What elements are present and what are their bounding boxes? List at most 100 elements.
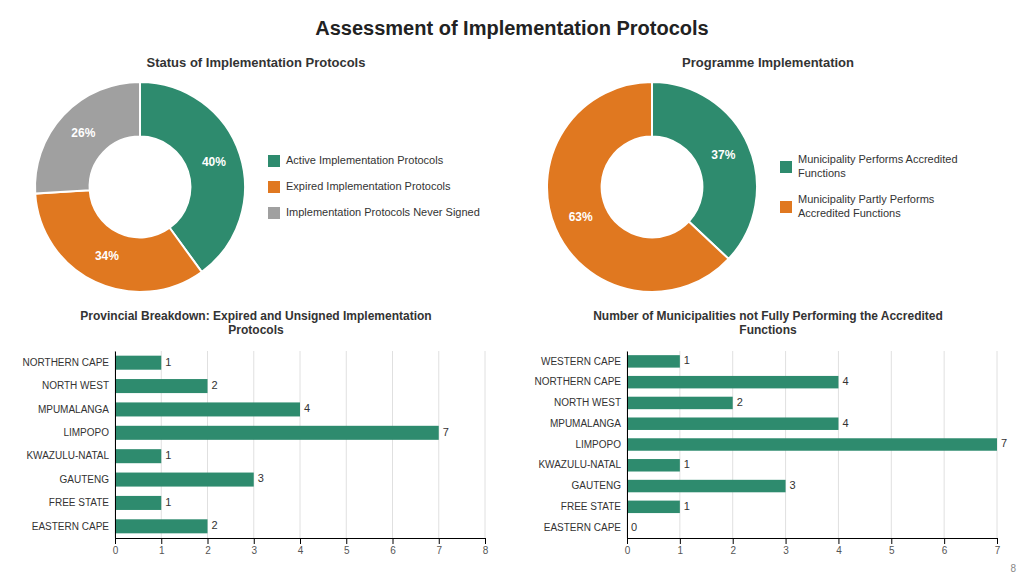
chart-title: Programme Implementation — [682, 55, 854, 70]
data-label: 3 — [790, 479, 796, 491]
tick-mark — [300, 538, 301, 544]
pie-slices — [35, 82, 245, 292]
tick-mark — [891, 538, 892, 544]
tick-label: MPUMALANGA — [550, 418, 621, 429]
bar — [115, 496, 161, 510]
tick-label: 7 — [995, 545, 1001, 556]
tick-label: 8 — [483, 545, 489, 556]
tick-label: KWAZULU-NATAL — [26, 450, 109, 461]
tick: 3 — [251, 538, 257, 556]
tick: 8 — [483, 538, 489, 556]
tick: LIMPOPO — [63, 427, 109, 438]
tick-label: 2 — [205, 545, 211, 556]
grid-line — [392, 351, 393, 538]
tick: EASTERN CAPE — [32, 521, 110, 532]
data-label: 4 — [304, 402, 310, 414]
tick-label: WESTERN CAPE — [541, 356, 621, 367]
legend-swatch — [268, 181, 280, 193]
data-label: 1 — [684, 500, 690, 512]
legend-swatch — [780, 161, 792, 173]
tick: WESTERN CAPE — [541, 356, 621, 367]
data-label: 26% — [71, 126, 95, 140]
tick-mark — [485, 538, 486, 544]
legend-swatch — [268, 207, 280, 219]
bar — [115, 356, 161, 370]
tick: 5 — [889, 538, 895, 556]
tick: NORTH WEST — [554, 397, 621, 408]
page-title: Assessment of Implementation Protocols — [315, 17, 708, 39]
grid-line — [253, 351, 254, 538]
chart-title: Number of Municipalities not Fully Perfo… — [593, 309, 943, 337]
data-labels: 40%34%26% — [71, 126, 226, 263]
data-label: 7 — [1001, 437, 1007, 449]
legend: Municipality Performs AccreditedFunction… — [780, 153, 958, 219]
value-axis: 01234567 — [625, 538, 1001, 556]
bar — [115, 519, 208, 533]
tick: NORTHERN CAPE — [535, 376, 622, 387]
tick-label: 3 — [783, 545, 789, 556]
axis-line — [628, 539, 998, 545]
bar — [627, 480, 786, 492]
bar — [627, 417, 838, 429]
tick-label: 7 — [436, 545, 442, 556]
data-label: 4 — [842, 417, 848, 429]
data-labels: 21317421 — [165, 356, 449, 532]
tick-mark — [944, 538, 945, 544]
data-labels: 013174241 — [631, 354, 1007, 532]
tick: 4 — [836, 538, 842, 556]
data-label: 2 — [737, 396, 743, 408]
tick-label: NORTH WEST — [42, 380, 109, 391]
tick-label: 1 — [678, 545, 684, 556]
chart-root: Assessment of Implementation Protocols 8 S… — [0, 0, 1024, 576]
data-label: 4 — [842, 375, 848, 387]
data-label: 63% — [569, 210, 593, 224]
data-label: 37% — [711, 148, 735, 162]
tick: 1 — [159, 538, 165, 556]
tick-mark — [115, 538, 116, 544]
tick-mark — [786, 538, 787, 544]
tick: 2 — [730, 538, 736, 556]
grid — [627, 351, 997, 538]
tick-mark — [393, 538, 394, 544]
tick-label: 5 — [889, 545, 895, 556]
tick: 1 — [678, 538, 684, 556]
tick-mark — [997, 538, 998, 544]
bar — [627, 459, 680, 471]
data-label: 0 — [631, 521, 637, 533]
bar — [115, 473, 254, 487]
pie-slice — [652, 82, 757, 259]
tick-label: 0 — [113, 545, 119, 556]
chart-title: Status of Implementation Protocols — [147, 55, 366, 70]
grid-line — [346, 351, 347, 538]
pie-slices — [547, 82, 757, 292]
tick: NORTHERN CAPE — [23, 357, 110, 368]
tick-label: NORTHERN CAPE — [23, 357, 110, 368]
tick-mark — [439, 538, 440, 544]
tick-label: EASTERN CAPE — [544, 522, 622, 533]
grid-line — [485, 351, 486, 538]
tick: 7 — [436, 538, 442, 556]
bars — [115, 356, 439, 534]
axis-line — [627, 352, 628, 539]
tick: 6 — [942, 538, 948, 556]
tick-label: 4 — [298, 545, 304, 556]
tick-label: FREE STATE — [49, 497, 110, 508]
tick-mark — [161, 538, 162, 544]
tick-label: LIMPOPO — [63, 427, 109, 438]
bars — [627, 355, 997, 513]
category-axis: EASTERN CAPEFREE STATEGAUTENGKWAZULU-NAT… — [23, 352, 116, 539]
tick-label: 5 — [344, 545, 350, 556]
tick-mark — [838, 538, 839, 544]
legend-entry: Municipality Performs AccreditedFunction… — [798, 153, 958, 179]
bar — [627, 397, 733, 409]
tick-label: 6 — [942, 545, 948, 556]
tick-label: 1 — [159, 545, 165, 556]
legend-swatch — [268, 155, 280, 167]
tick-mark — [346, 538, 347, 544]
data-label: 1 — [165, 496, 171, 508]
tick-label: 2 — [730, 545, 736, 556]
tick-label: 6 — [390, 545, 396, 556]
grid-line — [438, 351, 439, 538]
data-label: 3 — [258, 472, 264, 484]
legend-entry: Active Implementation Protocols — [286, 154, 444, 166]
